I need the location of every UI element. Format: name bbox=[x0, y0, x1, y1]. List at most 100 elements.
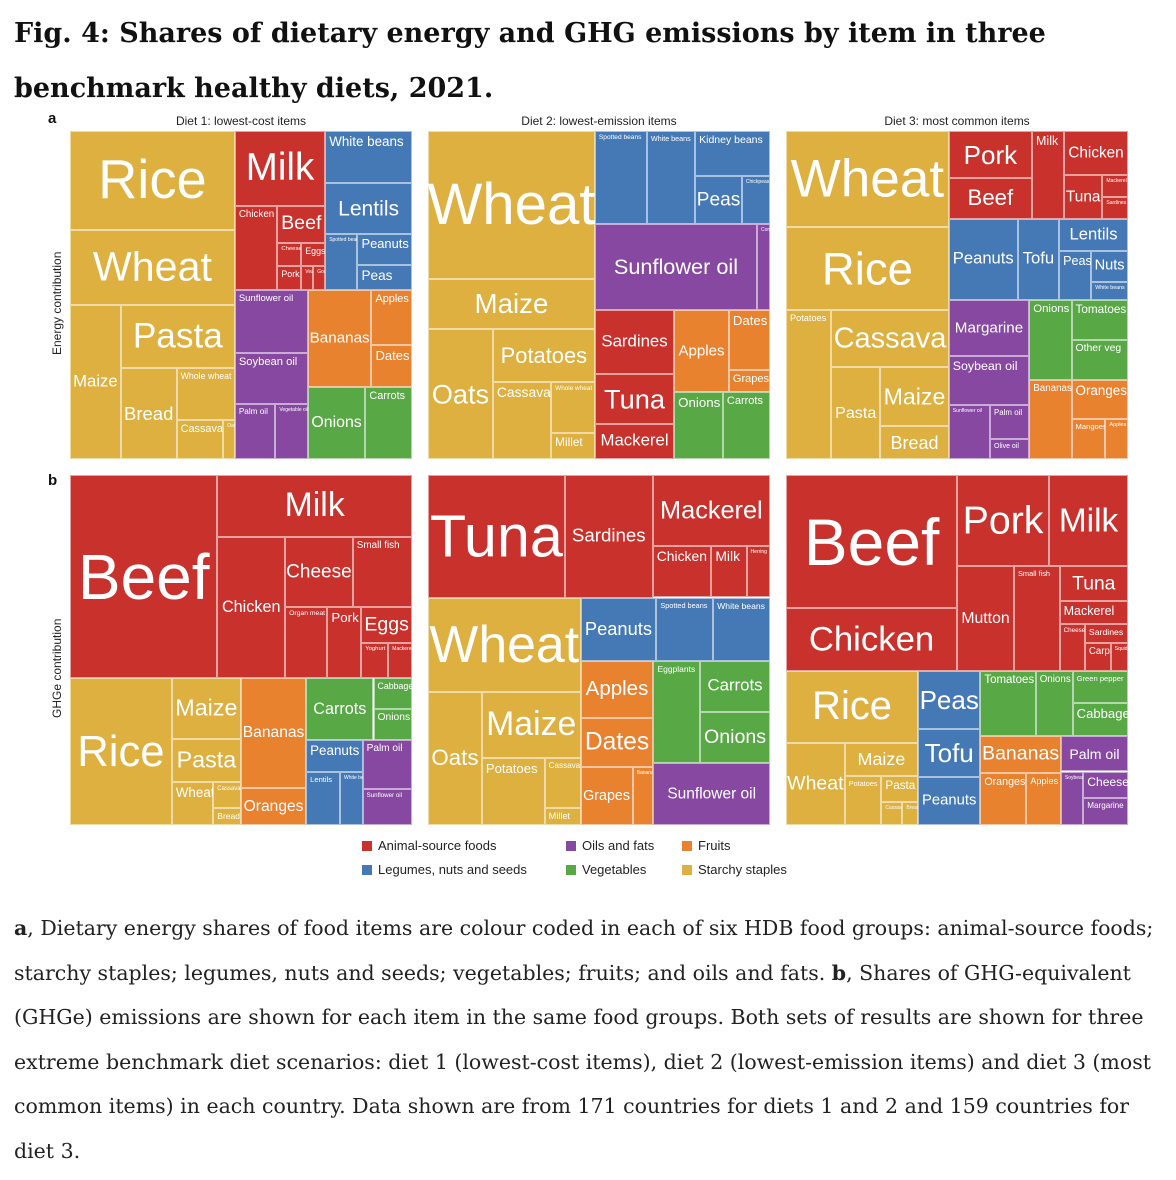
treemap-cell-tuna: Tuna bbox=[1059, 566, 1128, 601]
treemap-cell-label: Tomatoes bbox=[984, 674, 1035, 686]
treemap-cell-chicken: Chicken bbox=[786, 608, 957, 671]
treemap-cell-dates: Dates bbox=[728, 310, 770, 371]
treemap-cell-label: Sardines bbox=[1106, 199, 1127, 206]
treemap-cell-label: Yoghurt bbox=[365, 645, 386, 652]
treemap-cell-label: Chickpeas bbox=[745, 178, 770, 185]
treemap-cell-label: Mackerel bbox=[660, 496, 763, 525]
treemap-cell-rice: Rice bbox=[786, 671, 919, 744]
legend-swatch-oils bbox=[566, 841, 576, 851]
treemap-cell-label: Tomatoes bbox=[1075, 303, 1127, 316]
treemap-cell-peanuts: Peanuts bbox=[918, 776, 981, 825]
treemap-cell-label: Nuts bbox=[1094, 258, 1125, 275]
treemap-cell-cheese: Cheese bbox=[1083, 771, 1128, 799]
treemap-cell-label: Mangoes bbox=[1075, 422, 1107, 432]
treemap-cell-label: Sardines bbox=[1088, 626, 1124, 637]
treemap-cell-beef: Beef bbox=[948, 178, 1032, 219]
treemap-cell-peas: Peas bbox=[357, 265, 412, 290]
treemap-cell-dates: Dates bbox=[580, 718, 654, 768]
treemap-cell-label: Onions bbox=[703, 725, 767, 748]
treemap-cell-cassava: Cassava bbox=[492, 382, 552, 459]
treemap-cell-peas: Peas bbox=[1059, 251, 1092, 300]
treemap-cell-mangoes: Mangoes bbox=[1071, 419, 1107, 459]
treemap-cell-label: Onions bbox=[1033, 303, 1070, 315]
treemap-cell-whole-wheat: Whole wheat bbox=[176, 368, 235, 421]
treemap-cell-label: Oranges bbox=[984, 775, 1026, 788]
legend-label: Fruits bbox=[698, 838, 731, 853]
treemap-cell-chicken: Chicken bbox=[217, 536, 286, 678]
treemap-cell-label: Rice bbox=[77, 726, 165, 776]
treemap-cell-palm-oil: Palm oil bbox=[1060, 735, 1128, 772]
treemap-cell-maize: Maize bbox=[880, 367, 949, 427]
treemap-cell-label: Other veg bbox=[1075, 342, 1122, 354]
treemap-cell-label: Pork bbox=[331, 610, 359, 626]
treemap-cell-label: Mackerel bbox=[600, 430, 669, 450]
treemap-cell-label: Milk bbox=[715, 548, 741, 565]
treemap-cell-label: Potatoes bbox=[848, 779, 878, 789]
treemap-cell-carrots: Carrots bbox=[700, 660, 770, 713]
y-axis-label-energy: Energy contribution bbox=[50, 251, 64, 355]
treemap-cell-label: Olive oil bbox=[994, 442, 1019, 450]
treemap-cell-onions: Onions bbox=[674, 392, 723, 459]
treemap-cell-label: Cheese bbox=[286, 561, 352, 583]
treemap-cell-label: Green pepper bbox=[1076, 674, 1124, 683]
legend-label: Oils and fats bbox=[582, 838, 655, 853]
treemap-cell-apples: Apples bbox=[580, 660, 654, 719]
treemap-cell-mackerel: Mackerel bbox=[388, 642, 412, 678]
treemap-energy-diet2: Wheat Maize Oats Potatoes Cassava Whole wheat… bbox=[428, 131, 770, 459]
treemap-cell-label: Oranges bbox=[243, 797, 304, 815]
treemap-cell-label: Rice bbox=[812, 684, 892, 729]
treemap-cell-label: Potatoes bbox=[485, 761, 538, 777]
treemap-cell-wheat: Wheat bbox=[786, 131, 949, 228]
treemap-cell-green-pepper: Green pepper bbox=[1072, 671, 1128, 704]
treemap-cell-sardines: Sardines bbox=[564, 475, 653, 598]
treemap-cell-milk: Milk bbox=[217, 475, 412, 537]
treemap-cell-maize: Maize bbox=[428, 278, 595, 330]
treemap-ghge-diet3: Beef Chicken Pork Milk Mutton Small fish Tuna M… bbox=[786, 475, 1128, 825]
treemap-cell-label: Small fish bbox=[356, 539, 400, 551]
treemap-cell-tomatoes: Tomatoes bbox=[1071, 300, 1128, 340]
treemap-cell-squid: Squid bbox=[1110, 643, 1128, 671]
y-axis-label-ghge: GHGe contribution bbox=[50, 618, 64, 718]
treemap-cell-palm-oil: Palm oil bbox=[234, 403, 276, 459]
treemap-cell-label: Mutton bbox=[961, 609, 1010, 627]
figure-caption: a, Dietary energy shares of food items a… bbox=[14, 906, 1164, 1173]
treemap-cell-label: Soybean oil bbox=[1064, 774, 1091, 781]
treemap-cell-sunflower-oil: Sunflower oil bbox=[234, 289, 308, 353]
treemap-cell-white-beans: White beans bbox=[713, 597, 770, 661]
treemap-cell-label: Wheat bbox=[175, 784, 215, 800]
treemap-cell-mackerel: Mackerel bbox=[594, 423, 675, 459]
treemap-cell-label: Sunflower oil bbox=[952, 407, 982, 414]
treemap-cell-pasta: Pasta bbox=[881, 776, 919, 803]
treemap-cell-label: Onions bbox=[678, 395, 721, 411]
treemap-cell-label: Peas bbox=[361, 268, 393, 284]
treemap-cell-label: Cassava bbox=[180, 423, 223, 436]
treemap-cell-label: Apples bbox=[678, 342, 725, 360]
treemap-cell-carrots: Carrots bbox=[722, 392, 770, 459]
treemap-cell-label: Eggs bbox=[305, 246, 326, 257]
treemap-cell-potatoes: Potatoes bbox=[844, 776, 882, 825]
treemap-cell-label: Beef bbox=[281, 212, 322, 235]
treemap-cell-label: Peas bbox=[919, 684, 979, 715]
treemap-cell-pasta: Pasta bbox=[171, 738, 241, 782]
treemap-cell-bananas: Bananas bbox=[1029, 379, 1072, 459]
treemap-cell-wheat: Wheat bbox=[428, 597, 581, 692]
treemap-cell-label: Kidney beans bbox=[699, 134, 763, 146]
treemap-cell-label: Tuna bbox=[604, 383, 665, 415]
treemap-cell-bananas: Bananas bbox=[632, 767, 656, 825]
treemap-cell-cheese: Cheese bbox=[1059, 623, 1086, 671]
treemap-cell-label: Goat bbox=[317, 269, 329, 276]
treemap-cell-label: Vegetable oil bbox=[279, 406, 309, 413]
treemap-cell-label: Cheese bbox=[1063, 626, 1086, 634]
treemap-cell-sunflower-oil: Sunflower oil bbox=[594, 223, 758, 311]
treemap-cell-label: Apples bbox=[1109, 422, 1127, 429]
treemap-cell-label: Chicken bbox=[808, 620, 935, 659]
treemap-cell-sunflower-oil: Sunflower oil bbox=[653, 763, 770, 825]
treemap-cell-veal: Veal bbox=[301, 266, 315, 290]
treemap-cell-label: Oats bbox=[431, 378, 490, 410]
treemap-cell-white-beans: White beans bbox=[340, 772, 372, 825]
treemap-cell-apples: Apples bbox=[1105, 419, 1128, 459]
treemap-cell-white-beans: White beans bbox=[1091, 281, 1128, 300]
treemap-cell-label: Soybean oil bbox=[952, 358, 1018, 373]
treemap-cell-cassava: Cassava bbox=[881, 802, 905, 825]
treemap-cell-label: Carrots bbox=[313, 699, 367, 718]
